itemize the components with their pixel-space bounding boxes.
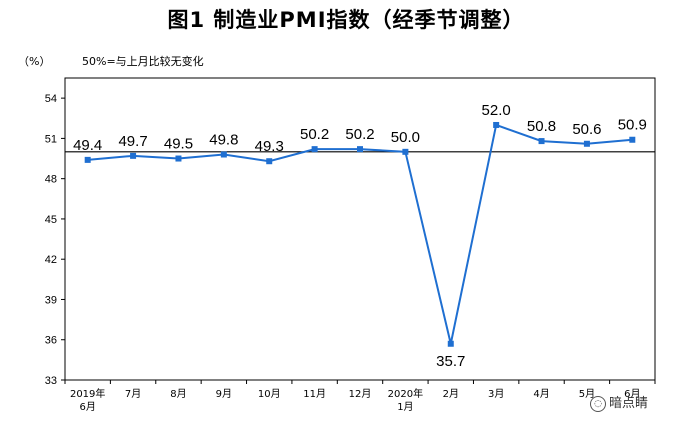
data-point [84,156,91,163]
data-label: 50.6 [572,121,601,138]
data-point [220,151,227,158]
data-label: 50.0 [391,129,420,146]
data-point [266,158,273,165]
x-tick-label: 5月 [579,388,595,400]
data-label: 49.8 [209,132,238,149]
x-tick-label: 4月 [533,388,549,400]
data-point [447,340,454,347]
data-point [402,148,409,155]
plot-frame [64,77,656,381]
data-label: 35.7 [436,353,465,370]
data-point [493,121,500,128]
x-tick-label: 9月 [216,388,232,400]
x-tick-label: 11月 [303,388,326,400]
watermark: ◌ 暗点睛 [590,392,648,412]
data-label: 50.9 [618,117,647,134]
data-point [130,152,137,159]
data-point [629,136,636,143]
chart-title: 图1 制造业PMI指数（经季节调整） [167,8,525,32]
data-label: 50.2 [300,126,329,143]
y-tick-label-33: 33 [45,375,57,387]
x-tick-label: 6月 [624,388,640,400]
pmi-series-line [87,123,633,344]
x-tick-label: 8月 [170,388,186,400]
y-tick-label-54: 54 [45,93,57,105]
x-tick-label: 7月 [125,388,141,400]
data-label: 50.2 [345,126,374,143]
y-tick-label-45: 45 [45,214,57,226]
y-tick-label-42: 42 [45,254,57,266]
data-label: 49.3 [255,138,284,155]
y-axis-unit-label: （%） [18,55,51,68]
data-label: 49.7 [118,133,147,150]
y-tick-label-36: 36 [45,335,57,347]
reference-note: 50%=与上月比较无变化 [82,55,204,68]
data-label: 49.5 [164,136,193,153]
x-tick-label: 3月 [488,388,504,400]
data-label: 50.8 [527,118,556,135]
data-point [538,138,545,145]
data-label: 49.4 [73,137,102,154]
data-point [583,140,590,147]
x-tick-label: 2020年 1月 [388,387,423,413]
data-label: 52.0 [482,102,511,119]
data-point [175,155,182,162]
x-tick-label: 2019年 6月 [70,387,105,413]
y-tick-label-51: 51 [45,133,57,145]
x-tick-label: 10月 [258,388,281,400]
data-point [357,146,363,153]
y-tick-label-39: 39 [45,294,57,306]
y-tick-label-48: 48 [45,174,57,186]
data-point [311,146,318,153]
x-tick-label: 2月 [443,388,459,400]
watermark-text: 暗点睛 [609,396,649,411]
chat-bubble-icon: ◌ [590,395,606,412]
x-tick-label: 12月 [349,388,372,400]
